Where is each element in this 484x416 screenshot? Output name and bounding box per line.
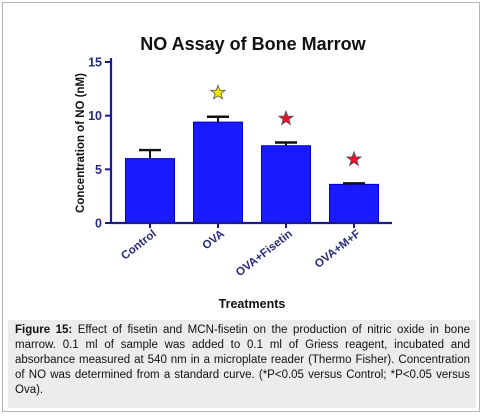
bar-1 bbox=[193, 121, 243, 224]
caption-text: Effect of fisetin and MCN-fisetin on the… bbox=[15, 324, 470, 396]
x-axis-label: Treatments bbox=[219, 297, 286, 311]
x-tick-label-1: OVA bbox=[200, 228, 226, 252]
figure-caption: Figure 15: Effect of fisetin and MCN-fis… bbox=[8, 320, 476, 408]
bar-2 bbox=[261, 145, 311, 224]
bar-3 bbox=[329, 183, 379, 224]
y-tick-label-3: 15 bbox=[88, 56, 102, 70]
bar-0 bbox=[125, 158, 175, 224]
yellow-star-marker-1 bbox=[209, 84, 227, 100]
x-tick-label-2: OVA+Fisetin bbox=[234, 228, 295, 279]
x-tick-label-0: Control bbox=[119, 228, 159, 263]
red-star-marker-2 bbox=[277, 109, 295, 126]
plot-area: Control OVA OVA+Fisetin OVA+M+F 0 5 10 15 bbox=[88, 56, 392, 279]
y-tick-label-0: 0 bbox=[95, 217, 102, 231]
y-axis-label: Concentration of NO (nM) bbox=[75, 73, 87, 213]
red-star-marker-3 bbox=[345, 150, 363, 167]
caption-paragraph: Figure 15: Effect of fisetin and MCN-fis… bbox=[15, 323, 470, 398]
y-tick-label-2: 10 bbox=[88, 109, 102, 123]
chart-title: NO Assay of Bone Marrow bbox=[140, 34, 366, 54]
x-tick-label-3: OVA+M+F bbox=[313, 228, 363, 271]
caption-label: Figure 15: bbox=[15, 324, 73, 336]
y-tick-label-1: 5 bbox=[95, 163, 102, 177]
bar-chart: NO Assay of Bone Marrow Concentration of… bbox=[75, 34, 392, 311]
